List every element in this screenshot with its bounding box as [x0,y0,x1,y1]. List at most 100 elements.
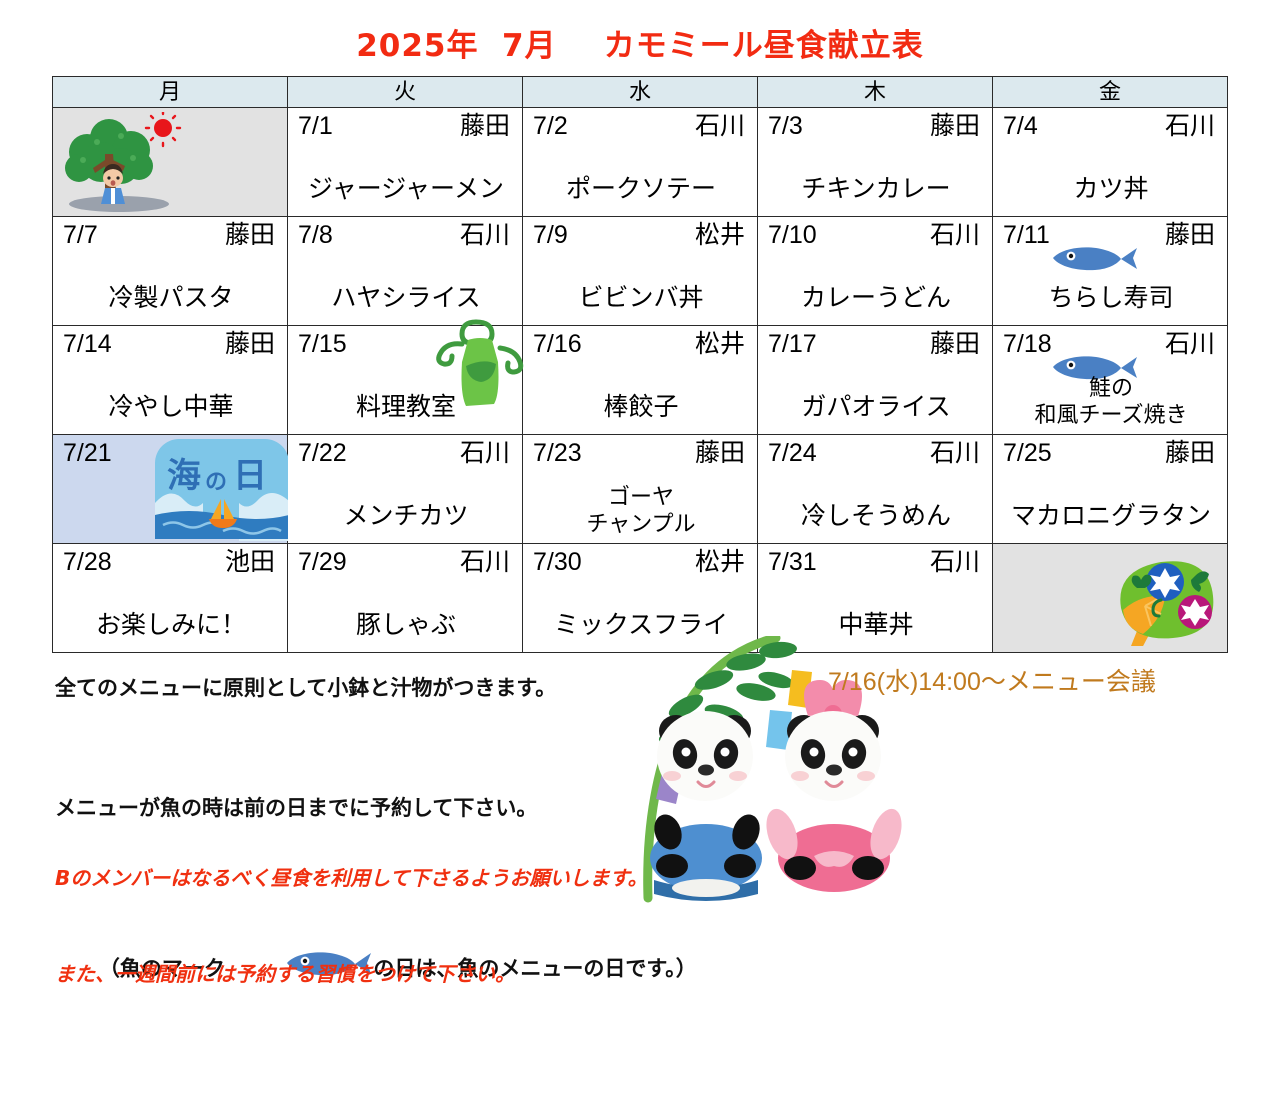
cell-date: 7/30 [533,548,582,576]
cell-chef-name: 石川 [1164,330,1215,358]
cell-date: 7/14 [63,330,112,358]
cell-chef-name: 藤田 [929,112,980,140]
calendar-week-row: 7/21 海の日 7/22 石川 メンチカツ 7/23 藤田 ゴーヤ チャンプル 7/24 石川冷… [52,434,1228,546]
cell-chef-name: 松井 [694,330,745,358]
fish-icon [1051,245,1137,271]
svg-text:の: の [205,470,227,495]
calendar-cell-7-2: 7/2 石川 ポークソテー [522,107,758,217]
weekday-header-mon: 月 [52,76,288,108]
weekday-header-thu: 木 [757,76,993,108]
cell-menu: ミックスフライ [553,611,729,639]
cell-chef-name: 池田 [224,548,275,576]
cell-date: 7/31 [768,548,817,576]
svg-text:日: 日 [233,456,267,496]
cell-date: 7/11 [1003,221,1050,249]
menu-poster: 2025年 7月 カモミール昼食献立表 月 火 水 木 金 7/1 藤田 ジャージャ… [52,28,1228,986]
cell-chef-name: 石川 [459,221,510,249]
cell-chef-name: 石川 [459,548,510,576]
calendar-cell-7-10: 7/10 石川 カレーうどん [757,216,993,326]
cell-date: 7/28 [63,548,112,576]
cell-date: 7/9 [533,221,568,249]
lunch-menu-calendar: 月 火 水 木 金 7/1 藤田 ジャージャーメン 7/2 石川 ポークソテー 7/3 藤田チ… [52,76,1228,653]
green-apron-icon [432,318,528,415]
cell-chef-name: 石川 [1164,112,1215,140]
cell-date: 7/1 [298,112,333,140]
calendar-cell-7-18: 7/18 石川鮭の 和風チーズ焼き [992,325,1228,435]
fish-icon [1051,354,1137,380]
cell-menu: カレーうどん [800,284,951,312]
cell-menu: ゴーヤ チャンプル [586,484,696,536]
calendar-cell-illustration [992,543,1228,653]
cell-menu: ちらし寿司 [1048,284,1174,312]
cell-chef-name: 藤田 [929,330,980,358]
cell-date: 7/4 [1003,112,1038,140]
svg-text:海: 海 [167,456,201,496]
calendar-cell-7-22: 7/22 石川メンチカツ [287,434,523,544]
cell-date: 7/22 [298,439,347,467]
cell-menu: 冷しそうめん [800,502,951,530]
cell-date: 7/3 [768,112,803,140]
cell-date: 7/18 [1003,330,1052,358]
calendar-cell-7-28: 7/28 池田 お楽しみに！ [52,543,288,653]
cell-chef-name: 藤田 [459,112,510,140]
cell-date: 7/24 [768,439,817,467]
calendar-cell-7-21: 7/21 海の日 [52,434,291,546]
cell-chef-name: 石川 [694,112,745,140]
cell-chef-name: 松井 [694,548,745,576]
calendar-cell-7-16: 7/16 松井棒餃子 [522,325,758,435]
cell-date: 7/8 [298,221,333,249]
weekday-header-fri: 金 [992,76,1228,108]
calendar-cell-7-9: 7/9 松井ビビンバ丼 [522,216,758,326]
cell-chef-name: 藤田 [1164,221,1215,249]
cell-menu: ハヤシライス [331,284,481,312]
cell-date: 7/7 [63,221,98,249]
calendar-cell-7-25: 7/25 藤田 マカロニグラタン [992,434,1228,544]
cell-chef-name: 石川 [459,439,510,467]
calendar-body: 7/1 藤田 ジャージャーメン 7/2 石川 ポークソテー 7/3 藤田 チキンカレー 7/4 石川… [52,107,1228,653]
cell-menu: 冷やし中華 [108,393,234,421]
cell-menu: 豚しゃぶ [355,611,456,639]
calendar-cell-7-29: 7/29 石川豚しゃぶ [287,543,523,653]
calendar-cell-7-30: 7/30 松井ミックスフライ [522,543,758,653]
cell-menu: ポークソテー [565,175,716,203]
cell-date: 7/15 [298,330,347,358]
cell-menu: 冷製パスタ [108,284,234,312]
cell-date: 7/25 [1003,439,1052,467]
cell-menu: メンチカツ [343,502,469,530]
calendar-week-row: 7/7 藤田 冷製パスタ 7/8 石川 ハヤシライス 7/9 松井 ビビンバ丼 7/10 石川 カレー… [52,216,1228,326]
calendar-cell-illustration [52,107,288,217]
calendar-cell-7-7: 7/7 藤田冷製パスタ [52,216,288,326]
note-side-dishes: 全てのメニューに原則として小鉢と汁物がつきます。 [55,676,557,700]
cell-menu: ガパオライス [801,393,951,421]
calendar-cell-7-8: 7/8 石川ハヤシライス [287,216,523,326]
weekday-header-tue: 火 [287,76,523,108]
cell-date: 7/23 [533,439,582,467]
cell-menu: 棒餃子 [603,393,679,421]
calendar-cell-7-23: 7/23 藤田ゴーヤ チャンプル [522,434,758,544]
cell-chef-name: 松井 [694,221,745,249]
umi-no-hi-icon: 海の日 [153,437,291,546]
cell-date: 7/29 [298,548,347,576]
cell-chef-name: 藤田 [694,439,745,467]
cell-menu: 鮭の 和風チーズ焼き [1034,375,1188,427]
cell-menu: ビビンバ丼 [578,284,704,312]
cell-date: 7/10 [768,221,817,249]
calendar-cell-7-14: 7/14 藤田冷やし中華 [52,325,288,435]
calendar-cell-7-24: 7/24 石川 冷しそうめん [757,434,993,544]
note-member-line2: また、一週間前には予約する習慣をつけて下さい。 [55,962,515,986]
cell-menu: ジャージャーメン [307,175,504,203]
page-title: 2025年 7月 カモミール昼食献立表 [356,28,924,64]
calendar-cell-7-1: 7/1 藤田ジャージャーメン [287,107,523,217]
uchiwa-fan-icon [1103,544,1223,651]
calendar-week-row: 7/14 藤田 冷やし中華 7/15 料理教室 7/16 松井 棒餃子 7/17 藤田 ガパオライス… [52,319,1228,435]
cell-chef-name: 藤田 [224,221,275,249]
cell-date: 7/16 [533,330,582,358]
calendar-cell-7-3: 7/3 藤田チキンカレー [757,107,993,217]
note-member-line1: Bのメンバーはなるべく昼食を利用して下さるようお願いします。 [55,866,648,890]
note-fish-line1: メニューが魚の時は前の日までに予約して下さい。 [55,796,538,820]
cell-date: 7/17 [768,330,817,358]
cell-chef-name: 藤田 [224,330,275,358]
cell-chef-name: 石川 [929,548,980,576]
weekday-header-wed: 水 [522,76,758,108]
cell-menu: チキンカレー [801,175,951,203]
